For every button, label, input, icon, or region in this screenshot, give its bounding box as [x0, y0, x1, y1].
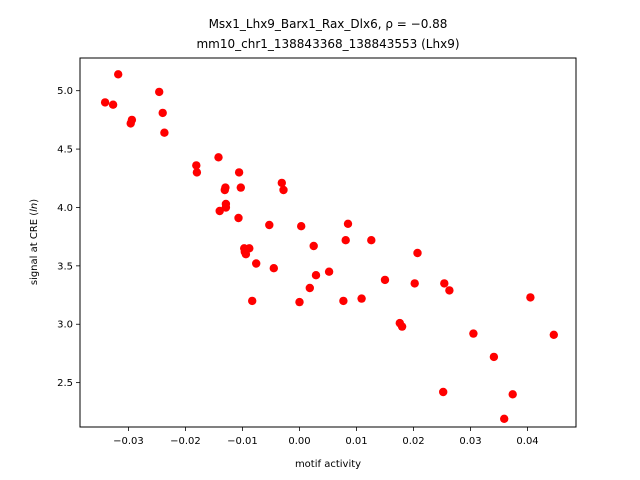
data-point	[489, 352, 499, 362]
data-point	[234, 168, 244, 177]
data-point	[469, 329, 478, 338]
data-point	[341, 236, 350, 245]
data-point	[440, 279, 449, 288]
plot-frame	[79, 57, 577, 428]
x-tick-label: 0.01	[345, 436, 367, 447]
data-point	[127, 115, 137, 125]
data-point	[343, 219, 353, 228]
x-tick-label: 0.00	[288, 436, 310, 447]
y-tick-label: 3.5	[57, 261, 73, 272]
x-tick-label: −0.01	[227, 436, 258, 447]
x-tick-label: 0.03	[459, 436, 481, 447]
data-point	[221, 203, 231, 212]
data-point	[500, 414, 509, 423]
data-point	[397, 322, 407, 331]
y-tick-label: 5.0	[57, 86, 73, 97]
data-point	[160, 128, 169, 137]
data-point	[192, 168, 202, 177]
x-tick-label: −0.02	[170, 436, 201, 447]
data-point	[445, 286, 454, 295]
data-point	[158, 108, 167, 118]
data-point	[339, 296, 348, 306]
data-point	[252, 259, 261, 268]
y-tick-label: 4.0	[57, 203, 73, 214]
data-point	[549, 330, 558, 339]
data-point	[526, 293, 535, 302]
data-point	[309, 241, 318, 251]
data-point	[155, 87, 164, 97]
data-point	[214, 153, 223, 162]
x-tick-label: 0.04	[516, 436, 538, 447]
x-axis-ticks: −0.03 −0.02 −0.01 0.00 0.01 0.02 0.03 0.04	[113, 427, 539, 447]
data-point	[279, 185, 288, 195]
data-point	[324, 267, 334, 276]
data-point	[265, 220, 274, 230]
data-point	[114, 70, 123, 79]
data-point	[215, 206, 224, 216]
y-axis-label: signal at CRE (ln)	[29, 199, 40, 285]
data-point	[380, 275, 390, 285]
data-point	[439, 387, 448, 397]
data-point	[248, 296, 257, 306]
data-point	[277, 178, 286, 188]
data-point	[305, 283, 314, 293]
y-axis-label-ln: ln	[29, 203, 40, 212]
data-point	[410, 279, 419, 288]
data-point	[508, 390, 517, 399]
data-point	[297, 222, 306, 231]
chart-title-line2: mm10_chr1_138843368_138843553 (Lhx9)	[196, 37, 459, 51]
data-point	[221, 183, 230, 192]
data-point	[295, 297, 304, 307]
data-point	[245, 244, 254, 253]
chart-title-line1: Msx1_Lhx9_Barx1_Rax_Dlx6, ρ = −0.88	[209, 17, 448, 31]
data-point	[192, 161, 201, 170]
data-point	[234, 213, 243, 223]
y-axis-label-close: )	[29, 199, 40, 203]
points-layer	[100, 70, 558, 423]
x-tick-label: −0.03	[113, 436, 144, 447]
data-point	[100, 98, 110, 107]
y-tick-label: 3.0	[57, 320, 73, 331]
y-axis-ticks: 2.5 3.0 3.5 4.0 4.5 5.0	[57, 86, 80, 389]
data-point	[108, 100, 118, 109]
y-tick-label: 2.5	[57, 378, 73, 389]
y-axis-label-main: signal at CRE (	[29, 212, 40, 285]
data-point	[367, 236, 376, 245]
data-point	[269, 264, 278, 273]
plot-area	[80, 58, 576, 427]
y-tick-label: 4.5	[57, 145, 73, 156]
data-point	[311, 271, 321, 280]
x-tick-label: 0.02	[402, 436, 424, 447]
data-point	[236, 183, 245, 192]
data-point	[357, 294, 366, 303]
x-axis-label: motif activity	[295, 459, 361, 470]
data-point	[413, 248, 422, 258]
